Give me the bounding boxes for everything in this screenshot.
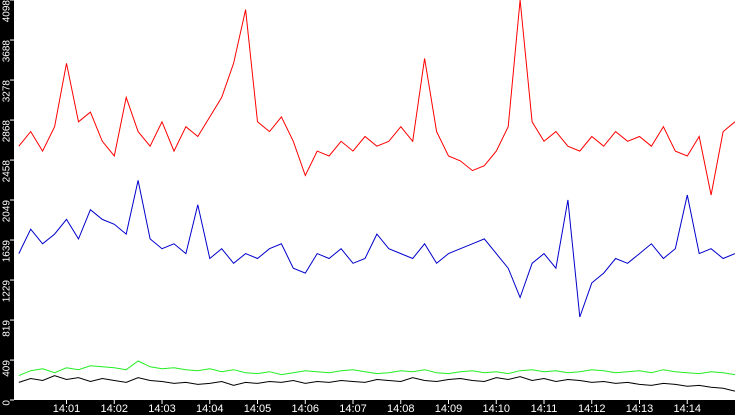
y-tick-label: 819 — [2, 320, 13, 337]
y-tick-label: 1639 — [2, 240, 13, 263]
x-tick-label: 14:02 — [101, 403, 129, 415]
x-tick-label: 14:10 — [482, 403, 510, 415]
y-tick-label: 3688 — [2, 40, 13, 63]
y-tick-label: 1229 — [2, 280, 13, 303]
x-tick-label: 14:04 — [196, 403, 224, 415]
y-tick-label: 3278 — [2, 80, 13, 103]
x-tick-label: 14:07 — [339, 403, 367, 415]
x-tick-label: 14:14 — [673, 403, 701, 415]
y-tick-label: 2868 — [2, 120, 13, 143]
x-tick-label: 14:08 — [387, 403, 415, 415]
x-tick-label: 14:12 — [578, 403, 606, 415]
x-tick-label: 14:06 — [291, 403, 319, 415]
y-tick-label: 2049 — [2, 200, 13, 223]
x-tick-label: 14:11 — [531, 403, 558, 415]
y-axis-strip — [0, 0, 14, 415]
x-tick-label: 14:03 — [148, 403, 176, 415]
x-tick-label: 14:05 — [244, 403, 272, 415]
series-line — [18, 0, 735, 196]
series-line — [18, 180, 735, 318]
x-tick-label: 14:09 — [435, 403, 463, 415]
x-tick-label: 14:13 — [626, 403, 654, 415]
x-tick-label: 14:01 — [53, 403, 81, 415]
series-line — [18, 360, 735, 377]
y-tick-label: 409 — [2, 360, 13, 377]
series-line — [18, 375, 735, 392]
y-tick-label: 2458 — [2, 160, 13, 183]
y-tick-label: 0 — [2, 400, 13, 406]
y-tick-label: 4098 — [2, 0, 13, 22]
x-axis-strip — [0, 400, 735, 415]
